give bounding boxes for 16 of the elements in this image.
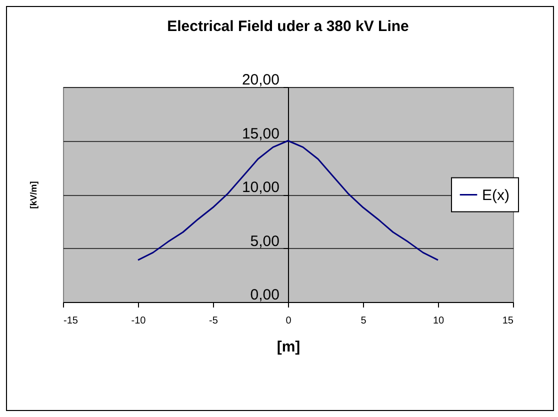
x-tick-label: -15: [64, 316, 78, 326]
x-axis-title: [m]: [276, 338, 300, 356]
y-tick-label: 20,00: [242, 72, 280, 88]
legend-label: E(x): [482, 186, 510, 204]
y-tick-label: 0,00: [250, 286, 280, 304]
x-tick-label: 10: [432, 316, 444, 326]
y-tick-label: 15,00: [242, 125, 280, 142]
x-tick-label: 5: [360, 316, 367, 326]
x-tick-label: 0: [286, 316, 292, 326]
chart-title: Electrical Field uder a 380 kV Line: [167, 18, 409, 35]
y-tick-label: 10,00: [242, 179, 280, 196]
y-tick-label: 5,00: [250, 232, 280, 250]
x-tick-label: -10: [131, 316, 146, 326]
y-axis-title: [kV/m]: [28, 181, 38, 209]
x-tick-label: 15: [502, 316, 514, 326]
x-tick-label: -5: [209, 316, 218, 326]
